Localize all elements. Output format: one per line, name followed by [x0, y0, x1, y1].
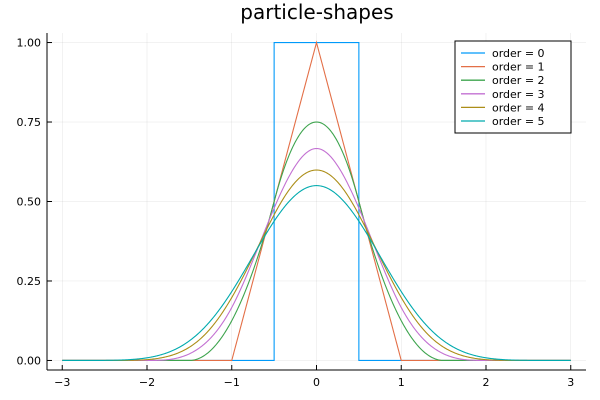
axes: −3 −2 −1 0 1 2 3 0.00 0.25 0.50 0.75 1.00	[17, 33, 586, 389]
x-tick-label: 0	[313, 376, 320, 389]
y-tick-label: 0.75	[17, 116, 42, 129]
y-tick-label: 0.50	[17, 196, 42, 209]
y-tick-label: 0.25	[17, 275, 42, 288]
y-tick-label: 1.00	[17, 37, 42, 50]
x-tick-label: −1	[224, 376, 240, 389]
x-tick-label: 1	[398, 376, 405, 389]
legend-label: order = 5	[492, 115, 545, 128]
series-line-order-4	[62, 169, 571, 362]
legend-label: order = 0	[492, 47, 545, 60]
series-lines	[62, 40, 571, 362]
legend-label: order = 2	[492, 74, 545, 87]
legend-label: order = 1	[492, 61, 545, 74]
x-tick-label: 3	[567, 376, 574, 389]
x-tick-label: 2	[482, 376, 489, 389]
x-tick-label: −2	[139, 376, 155, 389]
chart-title: particle-shapes	[240, 0, 393, 24]
series-line-order-5	[62, 185, 571, 362]
series-line-order-3	[62, 147, 571, 362]
legend-label: order = 4	[492, 101, 545, 114]
y-tick-label: 0.00	[17, 354, 42, 367]
legend-label: order = 3	[492, 88, 545, 101]
legend-box	[454, 40, 572, 134]
x-tick-label: −3	[54, 376, 70, 389]
